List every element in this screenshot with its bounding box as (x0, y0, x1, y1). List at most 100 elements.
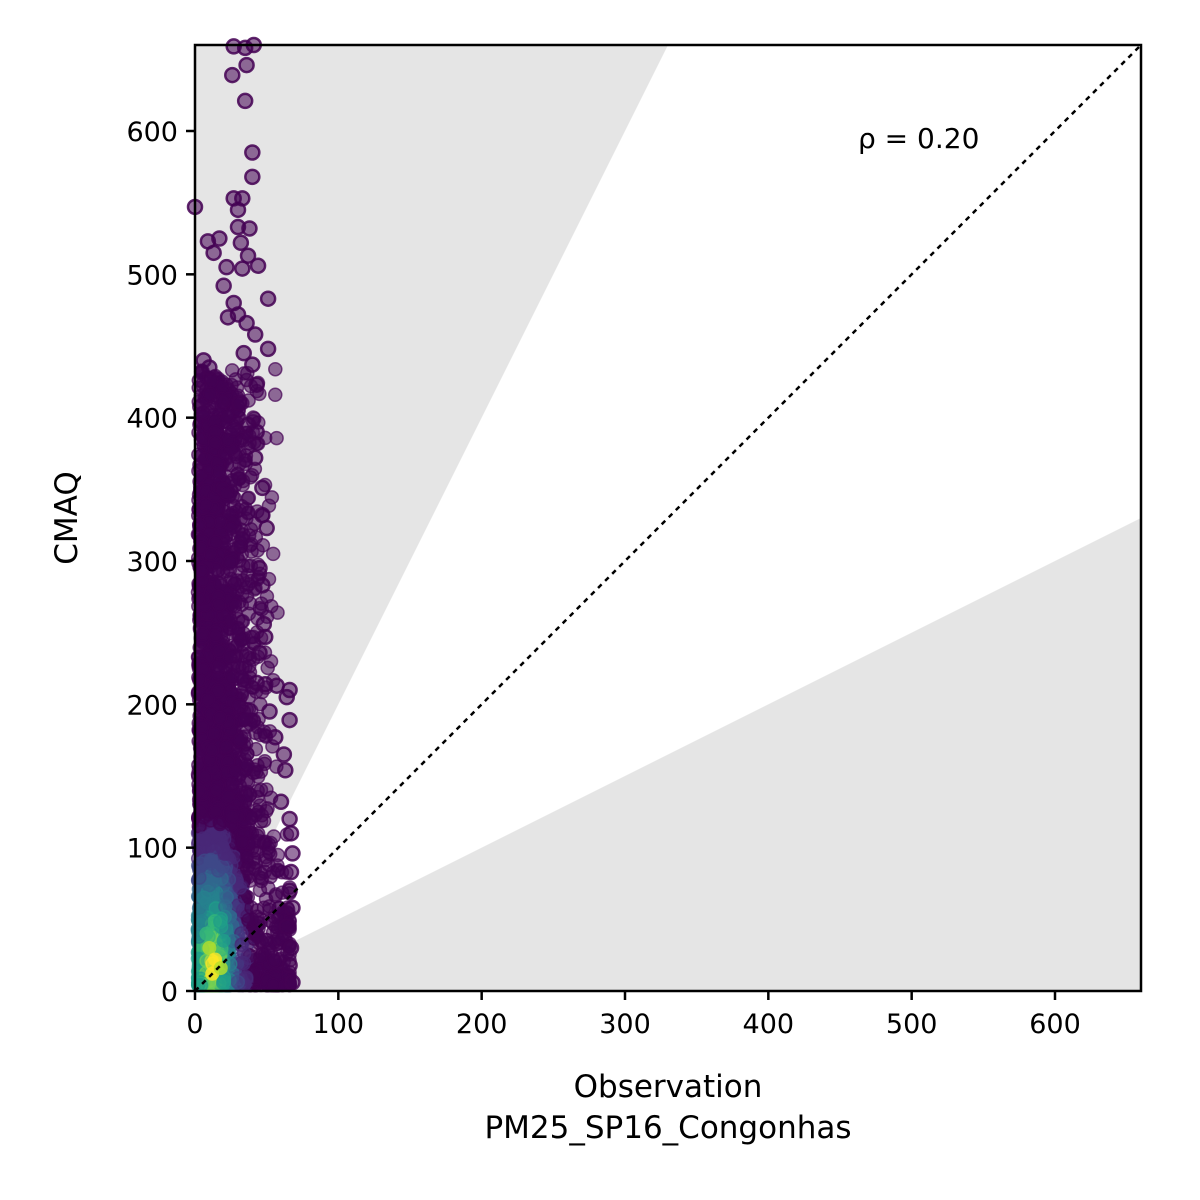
density-point (230, 974, 246, 990)
density-point (239, 861, 255, 877)
density-point (211, 597, 227, 613)
x-tick-label: 300 (599, 1009, 651, 1040)
data-point (272, 793, 290, 811)
data-point (277, 762, 294, 779)
density-point (203, 854, 219, 869)
density-point (213, 914, 228, 929)
x-tick-label: 600 (1029, 1009, 1081, 1040)
data-point (275, 746, 293, 763)
data-point (278, 918, 295, 935)
density-point (238, 712, 254, 727)
data-point (261, 703, 278, 720)
density-point (204, 373, 219, 388)
data-point (256, 628, 274, 646)
density-point (212, 710, 228, 726)
data-point (248, 376, 265, 393)
data-point (244, 168, 261, 186)
density-point (268, 361, 283, 377)
density-point (227, 763, 243, 779)
data-point (235, 344, 252, 362)
density-point (202, 386, 218, 402)
data-point (251, 559, 268, 577)
density-point (268, 387, 283, 402)
data-point (244, 356, 261, 373)
data-point (254, 479, 271, 497)
data-point (254, 577, 271, 594)
y-tick-label: 500 (126, 260, 178, 291)
plot-frame (193, 43, 1143, 993)
density-point (194, 719, 210, 735)
data-point (284, 899, 301, 917)
density-point (222, 649, 238, 665)
density-point (270, 605, 285, 620)
y-tick-label: 400 (126, 404, 178, 435)
data-point (211, 230, 228, 247)
density-point (224, 777, 240, 792)
density-point (213, 576, 229, 591)
data-point (259, 290, 277, 307)
data-point (281, 810, 298, 828)
data-point (218, 258, 235, 276)
density-point (266, 829, 282, 844)
density-point (216, 974, 232, 989)
density-point (241, 659, 257, 674)
density-point (244, 544, 259, 559)
data-point (248, 423, 265, 441)
density-point (252, 949, 268, 965)
density-point (244, 900, 259, 915)
data-point (251, 644, 268, 661)
density-point (204, 742, 220, 758)
data-point (284, 845, 301, 862)
data-point (281, 956, 298, 974)
data-point (241, 220, 258, 237)
density-core-point (216, 933, 231, 948)
x-axis-subtitle: PM25_SP16_Congonhas (484, 1110, 851, 1146)
x-tick-label: 400 (743, 1009, 795, 1040)
data-point (244, 144, 261, 161)
density-point (225, 422, 241, 438)
density-point (257, 756, 272, 772)
density-point (220, 408, 235, 423)
density-point (265, 977, 281, 993)
scatter-points (186, 36, 301, 991)
data-point (238, 56, 255, 74)
density-point (265, 546, 281, 562)
y-tick-label: 100 (126, 834, 178, 865)
data-point (238, 314, 255, 332)
density-point (242, 787, 258, 802)
density-point (225, 809, 240, 824)
density-point (222, 554, 238, 570)
density-point (230, 621, 246, 637)
density-point (227, 598, 243, 614)
density-point (231, 539, 247, 554)
data-point (236, 92, 254, 110)
density-point (225, 473, 240, 488)
density-point (194, 397, 210, 412)
data-point (282, 825, 300, 842)
density-point (242, 596, 258, 611)
density-point (198, 497, 214, 512)
data-point (224, 66, 241, 84)
density-point (221, 789, 236, 804)
density-point (219, 485, 234, 501)
upper-shaded-region (195, 45, 668, 991)
data-point (259, 340, 277, 358)
density-point (239, 757, 254, 772)
data-point (282, 863, 300, 881)
density-point (194, 563, 209, 578)
data-point (246, 326, 264, 343)
density-point (215, 840, 230, 855)
data-point (281, 711, 298, 729)
data-point (234, 260, 251, 277)
density-point (209, 783, 224, 798)
identity-line (194, 44, 1142, 992)
x-axis-title: Observation (574, 1069, 763, 1105)
data-point (249, 257, 267, 274)
density-point (190, 977, 206, 993)
y-tick-label: 200 (126, 690, 178, 721)
density-point (234, 835, 250, 850)
density-point (216, 394, 231, 409)
data-point (258, 519, 275, 537)
density-core-point (213, 961, 228, 976)
density-point (219, 890, 234, 905)
